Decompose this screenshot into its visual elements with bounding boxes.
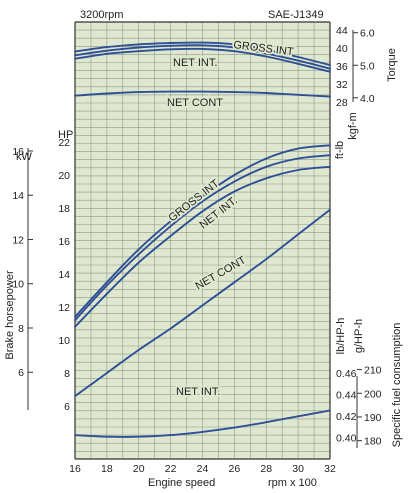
power-kw-unit: kW — [16, 151, 33, 163]
kw-tick-label: 10 — [12, 279, 24, 291]
kw-tick-label: 12 — [12, 234, 24, 246]
hp-tick-label: 12 — [58, 302, 70, 314]
torque-curve-4 — [74, 90, 331, 98]
fuel-curve-1 — [74, 409, 331, 438]
hp-tick-label: 16 — [58, 236, 70, 248]
hp-tick-label: 22 — [58, 137, 70, 149]
torque-net-int-label: NET INT. — [173, 57, 217, 69]
x-axis-unit: rpm x 100 — [268, 477, 317, 489]
fuel-axis-title: Specific fuel consumption — [391, 323, 403, 448]
x-tick-label: 32 — [324, 463, 336, 475]
x-tick-label: 28 — [260, 463, 272, 475]
x-tick-label: 24 — [197, 463, 209, 475]
torque-ftlb-unit: ft-lb — [334, 141, 346, 159]
fuel-g-unit: g/HP-h — [353, 319, 365, 353]
ftlb-tick-label: 36 — [336, 61, 348, 73]
hp-tick-label: 6 — [64, 401, 70, 413]
hp-tick-label: 10 — [58, 335, 70, 347]
kw-tick-label: 6 — [18, 367, 24, 379]
fuel-lb-unit: lb/HP-h — [335, 318, 347, 355]
hp-tick-label: 14 — [58, 269, 70, 281]
lbhph-tick-label: 0.40 — [336, 432, 357, 444]
power-curve-4 — [74, 208, 331, 398]
curves — [74, 41, 331, 438]
lbhph-tick-label: 0.46 — [336, 368, 357, 380]
hp-tick-label: 8 — [64, 368, 70, 380]
x-tick-label: 16 — [69, 463, 81, 475]
hp-tick-label: 18 — [58, 203, 70, 215]
x-tick-label: 22 — [165, 463, 177, 475]
power-hp-unit: HP — [58, 129, 73, 141]
torque-kgfm-unit: kgf-m — [347, 112, 359, 140]
x-tick-label: 30 — [292, 463, 304, 475]
ghph-tick-label: 180 — [364, 436, 382, 448]
x-axis-title: Engine speed — [148, 477, 215, 489]
ghph-tick-label: 190 — [364, 412, 382, 424]
ftlb-tick-label: 28 — [336, 97, 348, 109]
kgfm-tick-label: 4.0 — [360, 93, 375, 105]
tick-labels: 16 18 20 22 24 26 28 30 32 6 8 10 12 14 16 18 20 22 6 8 10 12… — [12, 25, 381, 475]
ghph-tick-label: 210 — [364, 365, 382, 377]
torque-curve-3 — [74, 47, 331, 73]
ghph-tick-label: 200 — [364, 388, 382, 400]
kgfm-tick-label: 6.0 — [360, 28, 375, 40]
torque-net-cont-label: NET CONT — [167, 97, 223, 109]
power-curve-3 — [74, 165, 331, 328]
power-axis-title: Brake horsepower — [4, 270, 16, 360]
power-curve-2 — [74, 154, 331, 322]
torque-axis-title: Torque — [386, 48, 398, 82]
header-right-label: SAE-J1349 — [268, 9, 324, 21]
kw-tick-label: 14 — [12, 190, 24, 202]
x-tick-label: 18 — [101, 463, 113, 475]
torque-curve-2 — [74, 44, 331, 70]
power-curve-1 — [74, 144, 331, 318]
lbhph-tick-label: 0.42 — [336, 411, 357, 423]
x-tick-label: 26 — [229, 463, 241, 475]
hp-tick-label: 20 — [58, 170, 70, 182]
kgfm-tick-label: 5.0 — [360, 60, 375, 72]
header-left-label: 3200rpm — [80, 9, 123, 21]
x-tick-label: 20 — [133, 463, 145, 475]
lbhph-tick-label: 0.44 — [336, 389, 357, 401]
fuel-net-int-label: NET INT. — [176, 386, 220, 398]
ftlb-tick-label: 40 — [336, 43, 348, 55]
kw-tick-label: 16 — [12, 146, 24, 158]
torque-curve-1 — [74, 41, 331, 67]
ftlb-tick-label: 32 — [336, 79, 348, 91]
kw-tick-label: 8 — [18, 323, 24, 335]
ftlb-tick-label: 44 — [336, 25, 348, 37]
